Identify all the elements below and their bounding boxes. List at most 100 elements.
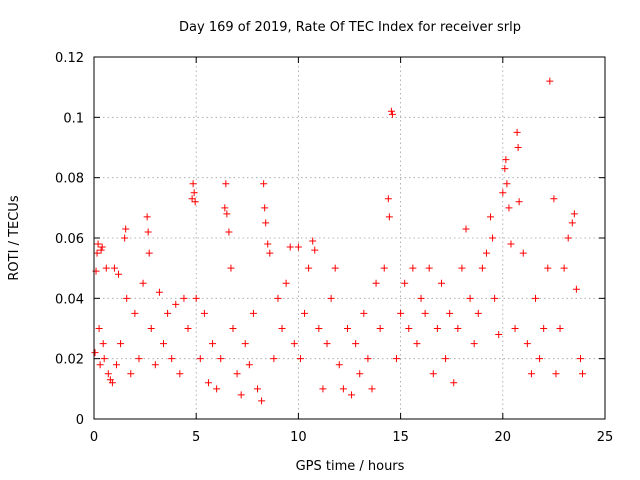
data-point xyxy=(294,243,302,251)
data-point xyxy=(245,361,253,369)
data-point xyxy=(98,243,106,251)
data-point xyxy=(189,180,197,188)
data-point xyxy=(100,355,108,363)
data-point xyxy=(143,213,151,221)
data-point xyxy=(131,309,139,317)
y-tick-label: 0.02 xyxy=(55,353,84,368)
data-point xyxy=(503,180,511,188)
data-point xyxy=(96,361,104,369)
data-point xyxy=(305,264,313,272)
data-point xyxy=(223,210,231,218)
data-point xyxy=(515,198,523,206)
x-tick-label: 20 xyxy=(495,430,512,445)
data-point xyxy=(570,210,578,218)
data-point xyxy=(507,240,515,248)
data-point xyxy=(513,128,521,136)
x-tick-label: 15 xyxy=(392,430,409,445)
data-point xyxy=(372,279,380,287)
data-point xyxy=(261,204,269,212)
data-point xyxy=(274,294,282,302)
data-point xyxy=(172,300,180,308)
data-point xyxy=(108,379,116,387)
data-point xyxy=(546,77,554,85)
data-point xyxy=(286,243,294,251)
data-point xyxy=(217,355,225,363)
data-point xyxy=(544,264,552,272)
data-point xyxy=(209,340,217,348)
data-point xyxy=(505,204,513,212)
data-point xyxy=(104,370,112,378)
data-point xyxy=(301,309,309,317)
data-point xyxy=(387,107,395,115)
data-point xyxy=(474,309,482,317)
data-point xyxy=(176,370,184,378)
data-point xyxy=(514,144,522,151)
data-point xyxy=(384,195,392,203)
data-point xyxy=(115,270,123,278)
data-point xyxy=(576,355,584,363)
data-point xyxy=(519,249,527,257)
data-point xyxy=(421,309,429,317)
y-tick-label: 0 xyxy=(76,413,84,428)
data-point xyxy=(188,195,196,203)
y-tick-label: 0.12 xyxy=(55,51,84,66)
data-point xyxy=(376,325,384,332)
data-point xyxy=(482,249,490,257)
data-point xyxy=(470,340,478,348)
data-point xyxy=(462,225,470,233)
data-point xyxy=(335,361,343,369)
data-point xyxy=(540,325,548,332)
data-point xyxy=(249,309,257,317)
data-point xyxy=(348,391,356,399)
data-point xyxy=(425,264,433,272)
x-axis-label: GPS time / hours xyxy=(296,459,405,474)
data-point xyxy=(385,213,393,221)
data-point xyxy=(429,370,437,378)
x-tick-label: 0 xyxy=(90,430,98,445)
data-point xyxy=(296,355,304,363)
data-point xyxy=(264,240,272,248)
data-point xyxy=(311,246,319,254)
data-point xyxy=(523,340,531,348)
data-point xyxy=(450,379,458,387)
data-point xyxy=(97,246,105,254)
data-point xyxy=(200,309,208,317)
data-point xyxy=(323,340,331,348)
y-tick-label: 0.1 xyxy=(63,111,84,126)
data-point xyxy=(184,325,192,332)
data-point xyxy=(442,355,450,363)
data-point xyxy=(446,309,454,317)
data-point xyxy=(290,340,298,348)
data-point xyxy=(560,264,568,272)
data-point xyxy=(352,340,360,348)
y-tick-label: 0.06 xyxy=(55,232,84,247)
data-point xyxy=(552,370,560,378)
data-point xyxy=(221,204,229,212)
data-point xyxy=(102,264,110,272)
data-point xyxy=(487,213,495,221)
data-point xyxy=(151,361,159,369)
data-point xyxy=(237,391,245,399)
data-point xyxy=(144,228,152,236)
data-point xyxy=(413,340,421,348)
data-point xyxy=(95,325,103,332)
data-point xyxy=(478,264,486,272)
data-point xyxy=(491,294,499,302)
data-point xyxy=(110,264,118,272)
data-point xyxy=(180,294,188,302)
data-point xyxy=(121,234,129,242)
data-point xyxy=(227,264,235,272)
data-point xyxy=(466,294,474,302)
data-point xyxy=(213,385,221,393)
data-point xyxy=(495,331,503,339)
data-point xyxy=(331,264,339,272)
data-point xyxy=(93,249,101,257)
data-point xyxy=(159,340,167,348)
data-point xyxy=(417,294,425,302)
data-point xyxy=(155,288,163,296)
data-point xyxy=(112,361,120,369)
data-point xyxy=(270,355,278,363)
data-point xyxy=(135,355,143,363)
data-point xyxy=(192,294,200,302)
data-point xyxy=(501,165,509,173)
